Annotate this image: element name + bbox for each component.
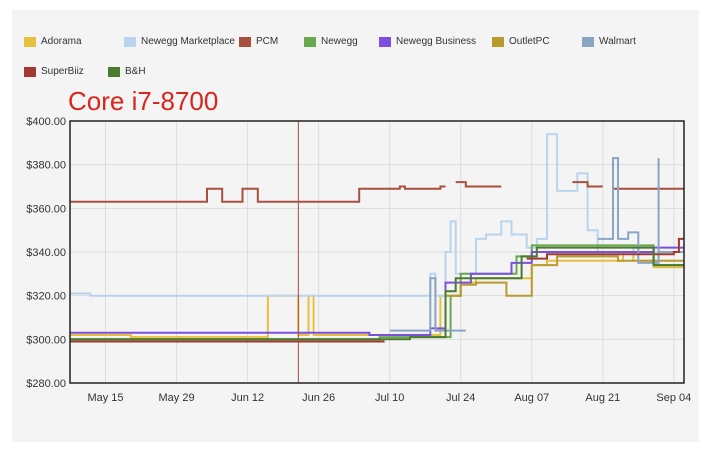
legend-label: SuperBiiz (41, 66, 84, 77)
x-tick-label: Sep 04 (656, 392, 691, 404)
y-tick-label: $300.00 (26, 334, 66, 346)
series-line-newegg-marketplace (70, 133, 684, 297)
x-tick-label: May 29 (159, 392, 195, 404)
legend-item[interactable]: PCM (239, 36, 278, 47)
legend-swatch (582, 36, 594, 47)
y-tick-label: $360.00 (26, 203, 66, 215)
legend-label: B&H (125, 66, 146, 77)
legend-label: Newegg Business (396, 36, 477, 47)
series-line-outletpc (445, 255, 684, 297)
legend-item[interactable]: Newegg Marketplace (124, 36, 235, 47)
legend-label: PCM (256, 36, 279, 47)
legend-item[interactable]: Newegg Business (379, 36, 476, 47)
x-tick-label: Jul 10 (375, 392, 404, 404)
series-line-pcm (70, 181, 684, 203)
y-tick-label: $400.00 (26, 116, 66, 128)
series-line-walmart (389, 157, 684, 332)
legend-swatch (24, 66, 36, 77)
x-tick-label: Jun 26 (302, 392, 335, 404)
legend-swatch (108, 66, 120, 77)
y-tick-label: $280.00 (26, 378, 66, 390)
x-tick-label: Aug 07 (514, 392, 549, 404)
legend-swatch (24, 36, 36, 47)
legend-swatch (124, 36, 136, 47)
legend-swatch (239, 36, 251, 47)
legend-swatch (304, 36, 316, 47)
y-tick-label: $340.00 (26, 247, 66, 259)
x-tick-label: Jun 12 (231, 392, 264, 404)
legend-item[interactable]: Newegg (304, 36, 358, 47)
legend-label: OutletPC (509, 36, 550, 47)
y-tick-label: $320.00 (26, 291, 66, 303)
y-tick-label: $380.00 (26, 160, 66, 172)
series-line-b-h (70, 246, 684, 341)
x-tick-label: May 15 (87, 392, 123, 404)
legend-label: Adorama (41, 36, 82, 47)
legend-swatch (379, 36, 391, 47)
legend-item[interactable]: Walmart (582, 36, 636, 47)
legend-label: Newegg (321, 36, 358, 47)
legend-item[interactable]: B&H (108, 66, 146, 77)
legend-label: Newegg Marketplace (141, 36, 235, 47)
legend-item[interactable]: SuperBiiz (24, 66, 84, 77)
legend-item[interactable]: Adorama (24, 36, 82, 47)
legend-label: Walmart (599, 36, 636, 47)
legend-item[interactable]: OutletPC (492, 36, 550, 47)
x-tick-label: Jul 24 (446, 392, 475, 404)
series-line-superbiiz (70, 237, 684, 343)
plot-border (69, 120, 685, 384)
legend-swatch (492, 36, 504, 47)
chart-title: Core i7-8700 (68, 86, 219, 116)
x-tick-label: Aug 21 (585, 392, 620, 404)
